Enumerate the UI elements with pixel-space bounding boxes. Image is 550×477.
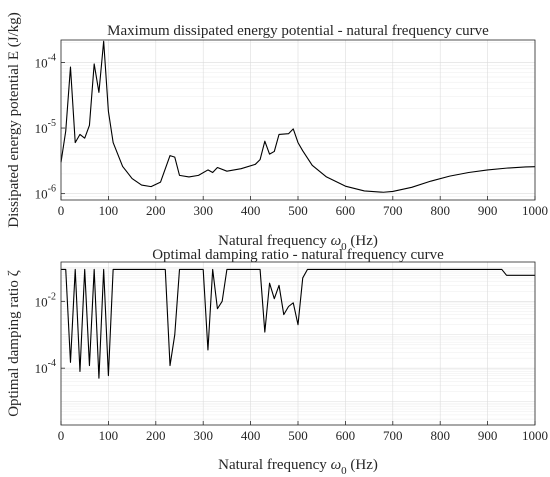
x-tick-label: 200 <box>146 428 166 443</box>
x-tick-label: 600 <box>336 428 356 443</box>
bottom-y-tick-labels: 10-4 10-2 <box>35 291 65 376</box>
x-tick-label: 800 <box>430 203 450 218</box>
top-energy-curve <box>60 40 536 193</box>
x-tick-label: 0 <box>58 428 65 443</box>
x-tick-label: 500 <box>288 203 308 218</box>
bottom-chart-title: Optimal damping ratio - natural frequenc… <box>152 247 444 263</box>
y-tick-label: 10-5 <box>35 118 56 136</box>
bottom-chart: 0 100 200 300 400 500 600 700 800 900 1000 10-410-… <box>6 247 548 477</box>
x-tick-label: 400 <box>241 203 261 218</box>
x-tick-label: 900 <box>478 428 498 443</box>
y-tick-label: 10-2 <box>35 291 56 309</box>
top-x-tick-labels: 0 100 200 300 400 500 600 700 800 900 1000 <box>58 196 548 218</box>
top-y-axis-label: Dissipated energy potential E (J/kg) <box>6 12 22 228</box>
bottom-x-tick-labels: 0 100 200 300 400 500 600 700 800 900 1000 <box>58 421 548 443</box>
bottom-x-axis-label: Natural frequency ω0 (Hz) <box>218 457 378 477</box>
x-tick-label: 500 <box>288 428 308 443</box>
x-tick-label: 1000 <box>522 203 548 218</box>
x-tick-label: 200 <box>146 203 166 218</box>
top-chart: 0 100 200 300 400 500 600 700 800 900 1000 10-610-… <box>6 12 548 253</box>
x-tick-label: 100 <box>99 428 119 443</box>
y-tick-label: 10-4 <box>35 52 56 70</box>
top-chart-title: Maximum dissipated energy potential - na… <box>107 23 489 39</box>
x-tick-label: 700 <box>383 203 403 218</box>
x-tick-label: 300 <box>193 428 213 443</box>
x-tick-label: 0 <box>58 203 65 218</box>
top-major-grid <box>60 40 536 200</box>
y-tick-label: 10-4 <box>35 358 56 376</box>
x-tick-label: 300 <box>193 203 213 218</box>
top-y-tick-labels: 10-6 10-5 10-4 <box>35 52 65 202</box>
x-tick-label: 800 <box>430 428 450 443</box>
x-tick-label: 900 <box>478 203 498 218</box>
bottom-major-grid <box>60 262 536 425</box>
x-tick-label: 100 <box>99 203 119 218</box>
x-tick-label: 600 <box>336 203 356 218</box>
x-tick-label: 400 <box>241 428 261 443</box>
bottom-damping-curve <box>61 268 535 379</box>
y-tick-label: 10-6 <box>35 184 56 202</box>
x-tick-label: 1000 <box>522 428 548 443</box>
x-tick-label: 700 <box>383 428 403 443</box>
bottom-y-axis-label: Optimal damping ratio ζ <box>6 270 22 417</box>
top-x-axis-label: Natural frequency ω0 (Hz) <box>218 233 378 253</box>
